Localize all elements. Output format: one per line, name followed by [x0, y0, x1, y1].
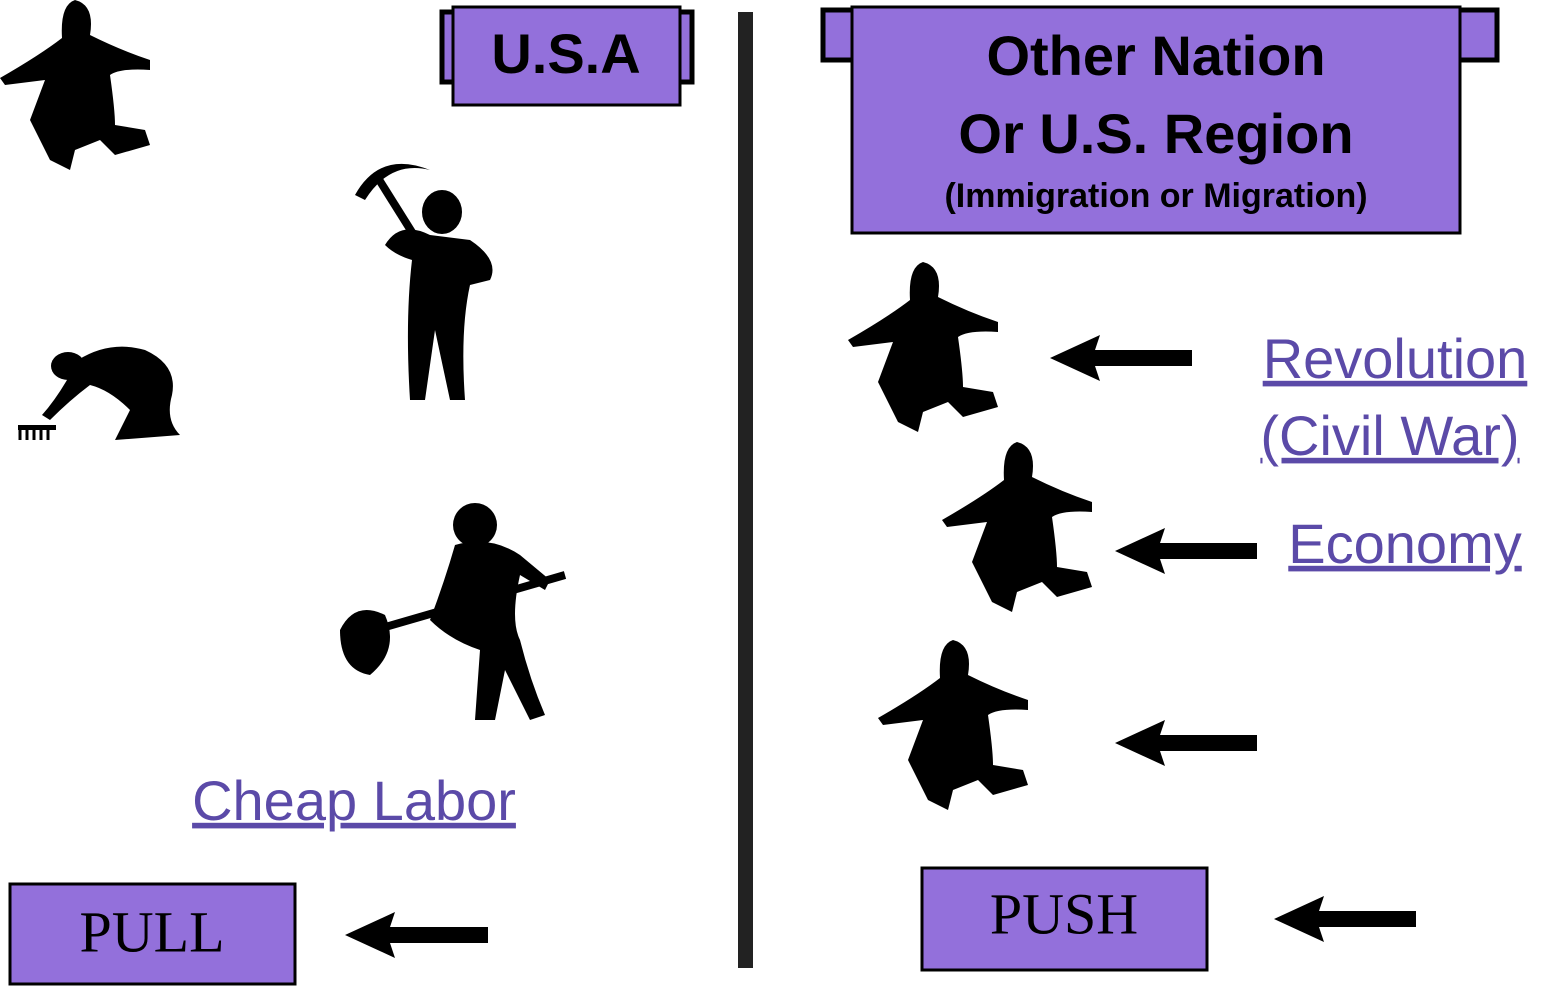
pull-box [8, 882, 297, 986]
migrant-figure [0, 0, 150, 170]
region-subtitle: (Immigration or Migration) [944, 177, 1367, 215]
arrow [1050, 335, 1192, 381]
pull-link[interactable]: Cheap Labor [192, 769, 516, 832]
region-title: Or U.S. Region [958, 102, 1353, 165]
region-title: Other Nation [986, 24, 1325, 87]
reason-link[interactable]: Revolution [1263, 327, 1528, 390]
worker-crouching [18, 346, 180, 440]
arrows [345, 335, 1416, 958]
pull-label: PULL [80, 899, 225, 964]
header-box [850, 5, 1462, 235]
worker-shovel [340, 503, 567, 720]
push-box [920, 866, 1209, 972]
reason-link[interactable]: Economy [1288, 512, 1521, 575]
arrow [1115, 720, 1257, 766]
arrow [1274, 896, 1416, 942]
push-label: PUSH [990, 881, 1138, 946]
divider [738, 12, 753, 968]
arrow [1115, 528, 1257, 574]
migrant-figure [878, 640, 1028, 810]
migrant-figure [848, 262, 998, 432]
worker-pickaxe [355, 163, 493, 400]
migrant-figure [942, 442, 1092, 612]
reason-link[interactable]: (Civil War) [1260, 404, 1519, 467]
usa-title: U.S.A [491, 22, 640, 85]
header-box [451, 5, 682, 107]
arrow [345, 912, 488, 958]
